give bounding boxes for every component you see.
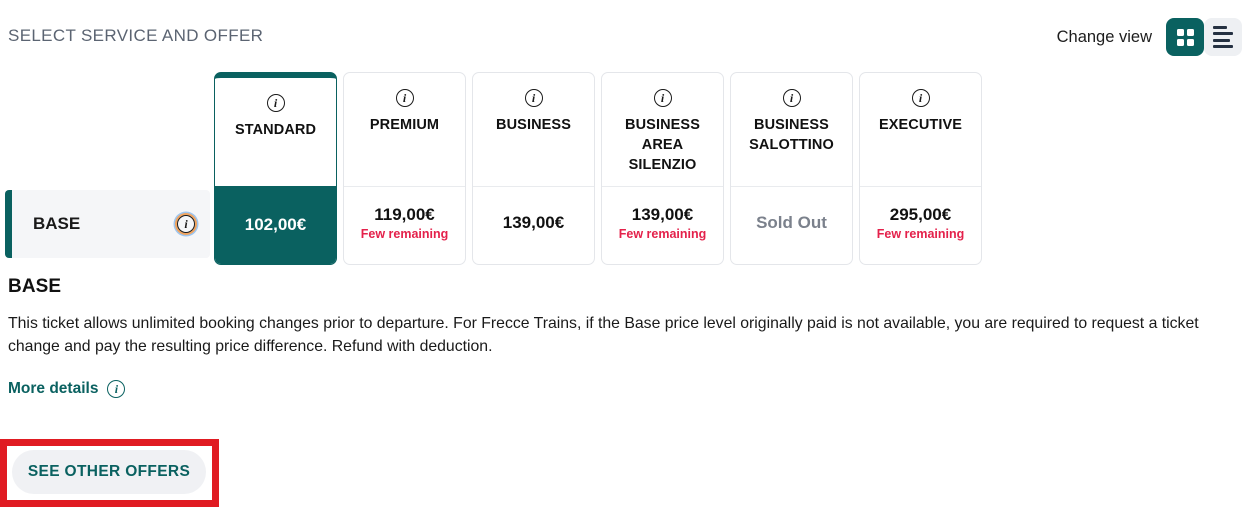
offer-card-business-area-silenzio[interactable]: i BUSINESS AREA SILENZIO 139,00€ Few rem… bbox=[601, 72, 724, 265]
offer-matrix: BASE i i STANDARD 102,00€ i PREMIUM 119,… bbox=[0, 72, 1260, 265]
card-service-name: EXECUTIVE bbox=[878, 117, 963, 133]
card-price-cell[interactable]: 139,00€ bbox=[473, 186, 594, 259]
change-view-control: Change view bbox=[1057, 18, 1242, 56]
card-price-cell: Sold Out bbox=[731, 186, 852, 259]
card-service-name: STANDARD bbox=[234, 122, 317, 138]
info-icon[interactable]: i bbox=[911, 89, 930, 107]
card-price-cell[interactable]: 119,00€ Few remaining bbox=[344, 186, 465, 259]
card-price-value: 139,00€ bbox=[502, 213, 565, 232]
card-soldout-label: Sold Out bbox=[756, 213, 827, 232]
more-details-label: More details bbox=[8, 380, 99, 397]
change-view-label: Change view bbox=[1056, 27, 1152, 46]
offer-card-premium[interactable]: i PREMIUM 119,00€ Few remaining bbox=[343, 72, 466, 265]
info-icon[interactable]: i bbox=[107, 380, 126, 398]
offer-card-executive[interactable]: i EXECUTIVE 295,00€ Few remaining bbox=[859, 72, 982, 265]
offer-row-label: BASE i bbox=[5, 190, 210, 258]
more-details-link[interactable]: More details i bbox=[8, 380, 126, 398]
card-price-note: Few remaining bbox=[618, 227, 707, 241]
row-info-icon[interactable]: i bbox=[177, 215, 195, 233]
card-header: i EXECUTIVE bbox=[860, 73, 981, 186]
card-header: i BUSINESS AREA SILENZIO bbox=[602, 73, 723, 186]
row-accent-bar bbox=[5, 190, 12, 258]
info-icon[interactable]: i bbox=[266, 94, 285, 112]
card-service-name: PREMIUM bbox=[369, 117, 440, 133]
grid-view-icon bbox=[1176, 28, 1194, 46]
grid-view-button[interactable] bbox=[1166, 18, 1204, 56]
card-price-value: 119,00€ bbox=[374, 205, 435, 224]
offer-card-business[interactable]: i BUSINESS 139,00€ bbox=[472, 72, 595, 265]
info-icon[interactable]: i bbox=[524, 89, 543, 107]
offer-detail-section: BASE This ticket allows unlimited bookin… bbox=[8, 276, 1252, 398]
detail-title: BASE bbox=[8, 276, 62, 297]
card-price-note: Few remaining bbox=[360, 227, 449, 241]
card-price-note: Few remaining bbox=[876, 227, 965, 241]
offer-card-standard[interactable]: i STANDARD 102,00€ bbox=[214, 72, 337, 265]
row-label-text: BASE bbox=[33, 214, 81, 233]
info-icon[interactable]: i bbox=[395, 89, 414, 107]
card-header: i STANDARD bbox=[215, 78, 336, 186]
info-icon[interactable]: i bbox=[782, 89, 801, 107]
info-icon[interactable]: i bbox=[653, 89, 672, 107]
page-header: SELECT SERVICE AND OFFER Change view bbox=[0, 0, 1260, 70]
card-price-value: 295,00€ bbox=[889, 205, 952, 224]
card-header: i BUSINESS SALOTTINO bbox=[731, 73, 852, 186]
offer-card-business-salottino[interactable]: i BUSINESS SALOTTINO Sold Out bbox=[730, 72, 853, 265]
view-toggle-group bbox=[1166, 18, 1242, 56]
card-header: i BUSINESS bbox=[473, 73, 594, 186]
list-view-button[interactable] bbox=[1204, 18, 1242, 56]
card-price-value: 139,00€ bbox=[631, 205, 694, 224]
see-other-offers-button[interactable]: SEE OTHER OFFERS bbox=[12, 450, 206, 494]
card-service-name: BUSINESS AREA SILENZIO bbox=[625, 117, 700, 173]
card-header: i PREMIUM bbox=[344, 73, 465, 186]
offer-card-list: i STANDARD 102,00€ i PREMIUM 119,00€ Few… bbox=[214, 72, 982, 265]
page-title: SELECT SERVICE AND OFFER bbox=[8, 26, 264, 45]
card-price-cell[interactable]: 139,00€ Few remaining bbox=[602, 186, 723, 259]
card-price-value: 102,00€ bbox=[244, 215, 307, 234]
detail-description: This ticket allows unlimited booking cha… bbox=[8, 315, 1199, 355]
card-service-name: BUSINESS bbox=[496, 117, 571, 133]
see-other-offers-wrapper: SEE OTHER OFFERS bbox=[0, 439, 219, 507]
card-price-cell[interactable]: 295,00€ Few remaining bbox=[860, 186, 981, 259]
card-service-name: BUSINESS SALOTTINO bbox=[749, 117, 834, 153]
list-view-icon bbox=[1213, 25, 1233, 49]
card-price-cell[interactable]: 102,00€ bbox=[215, 186, 336, 264]
